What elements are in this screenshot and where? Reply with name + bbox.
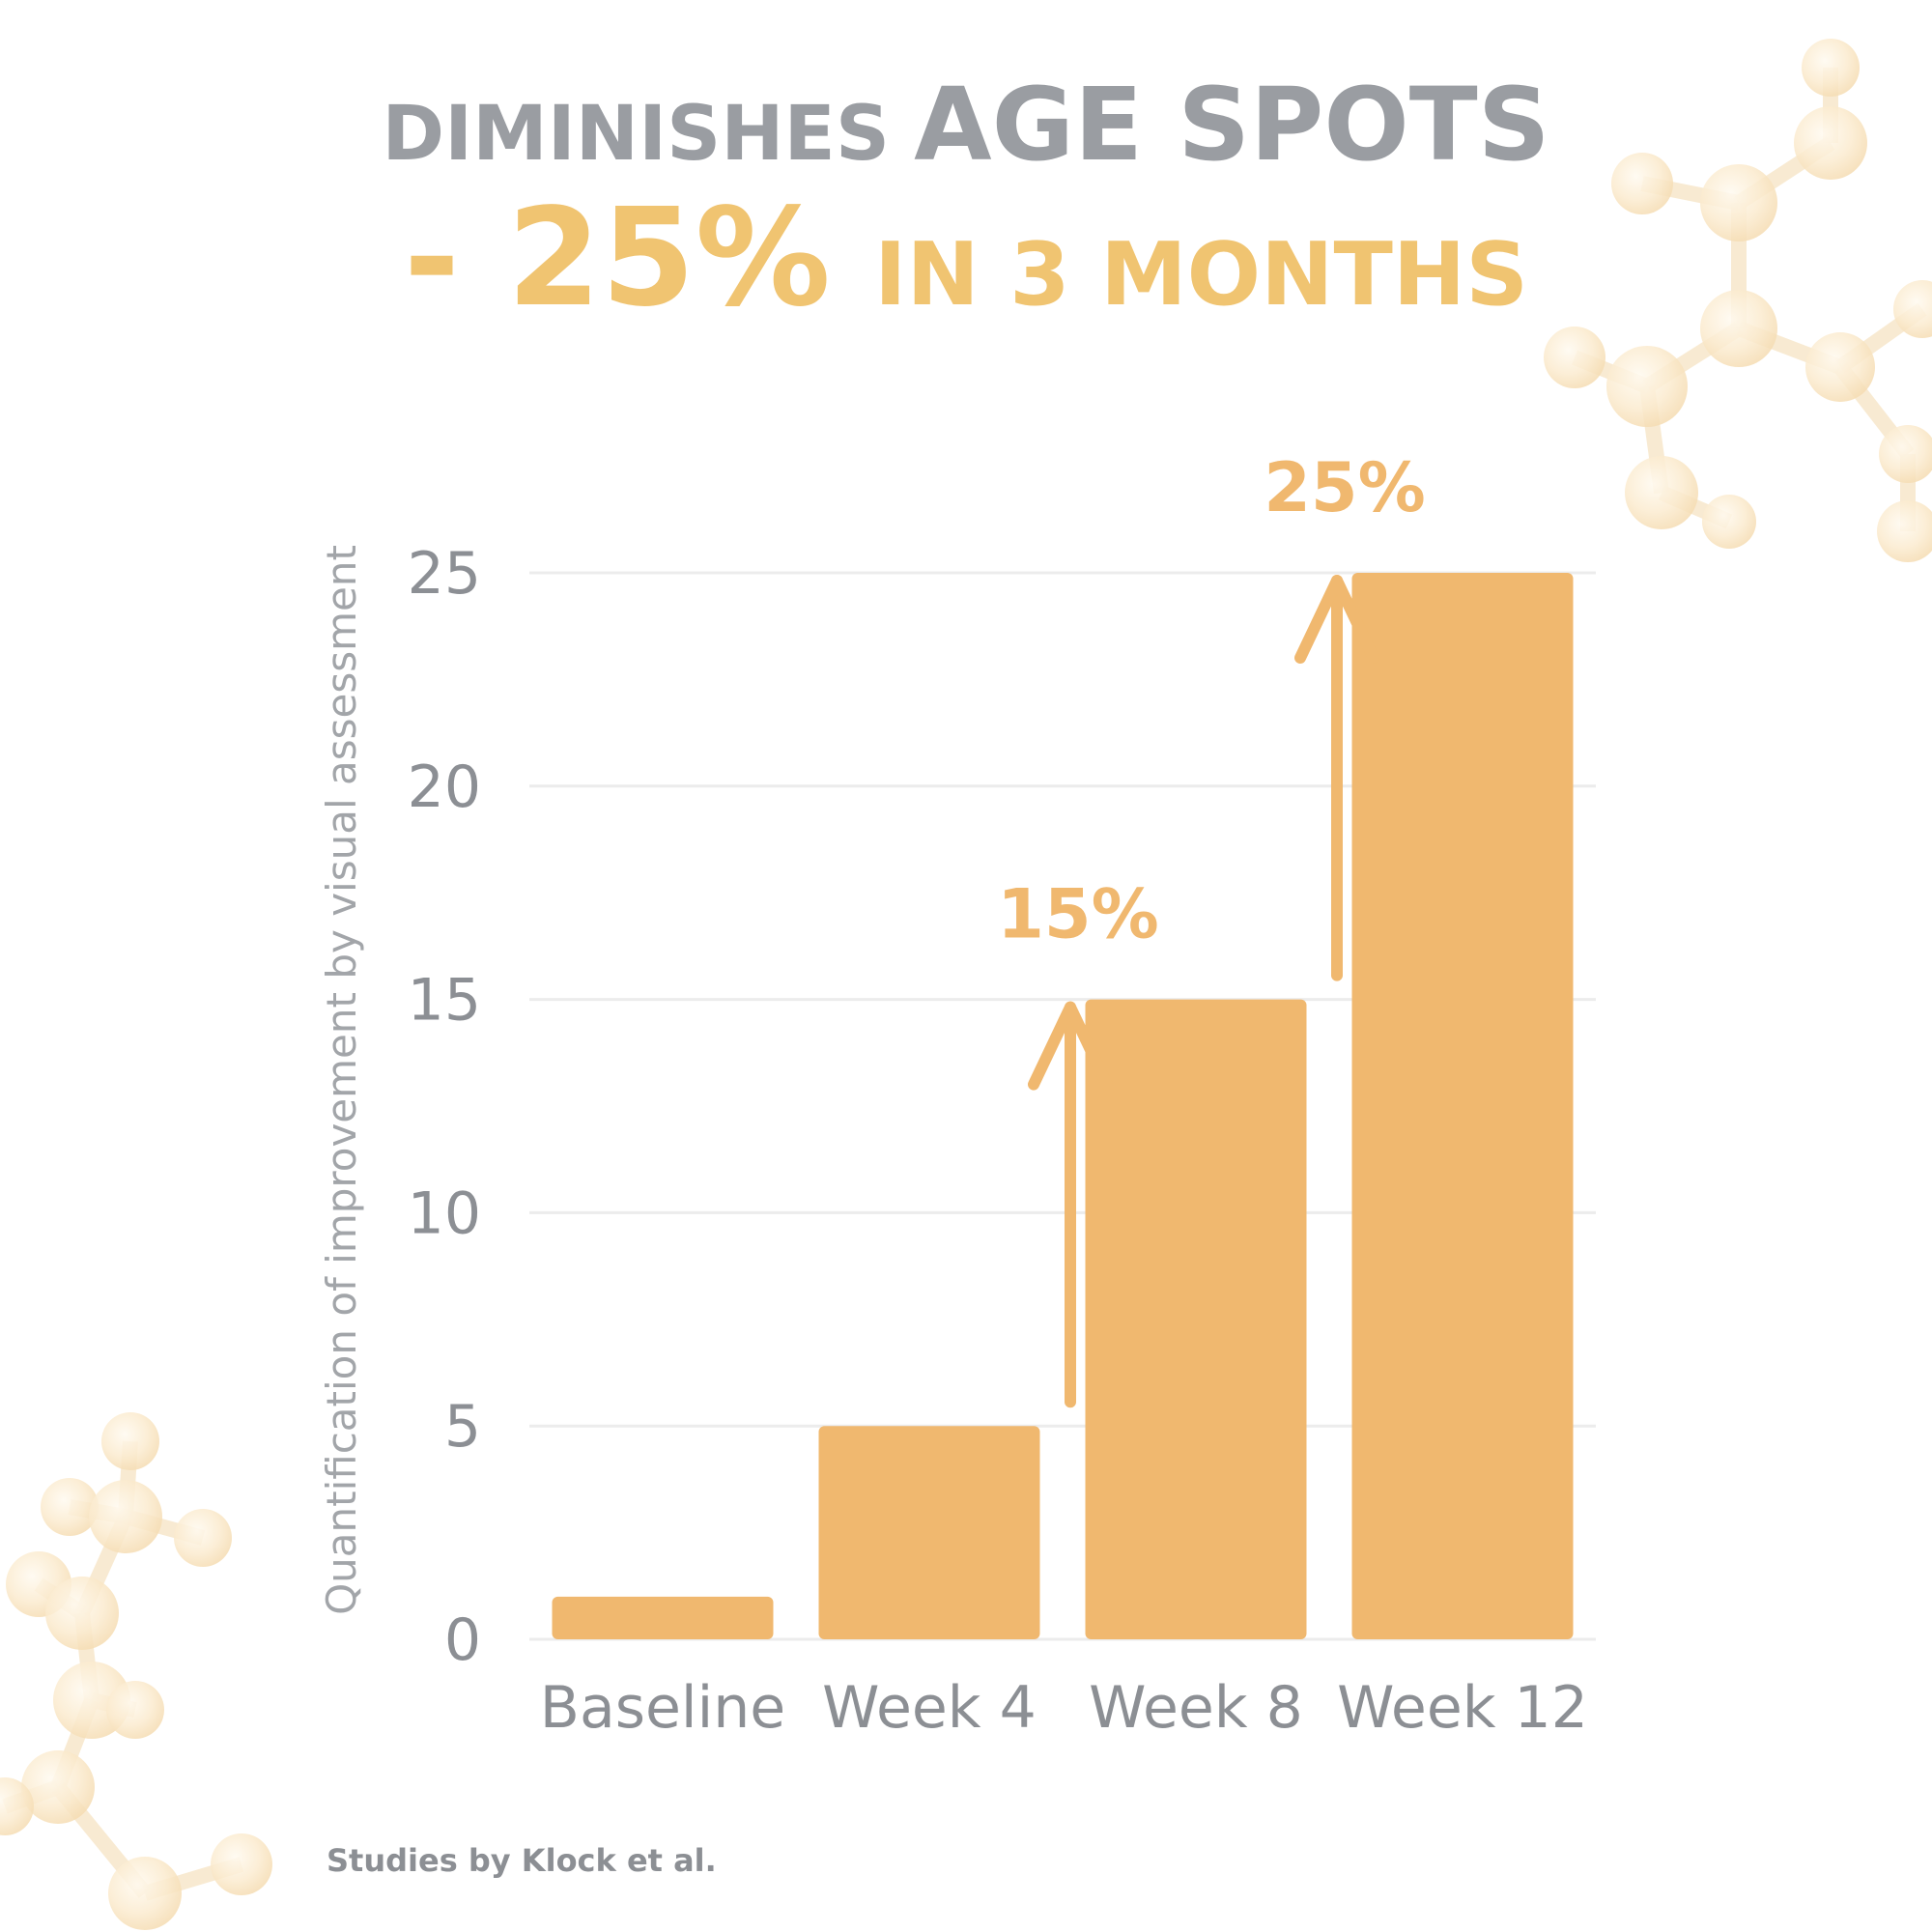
headline-small-text: DIMINISHES (382, 91, 890, 178)
headline-period: IN 3 MONTHS (874, 224, 1528, 326)
x-tick-label: Baseline (540, 1674, 785, 1742)
headline-line-2: - 25% IN 3 MONTHS (404, 180, 1528, 337)
x-tick-label: Week 4 (822, 1674, 1037, 1742)
annotation-label: 25% (1264, 448, 1426, 527)
headline-line-1: DIMINISHES AGE SPOTS (382, 66, 1549, 184)
y-axis-ticks: 0 5 10 15 20 25 (408, 540, 481, 1674)
headline-percent: - 25% (404, 180, 831, 337)
headline-large-text: AGE SPOTS (914, 66, 1549, 184)
annotation-label: 15% (997, 875, 1159, 954)
bar (818, 1426, 1040, 1639)
x-tick-label: Week 8 (1089, 1674, 1303, 1742)
annotations: 15% 25% (997, 448, 1426, 1408)
y-tick-label: 10 (408, 1179, 481, 1247)
y-tick-label: 0 (444, 1606, 481, 1674)
y-tick-label: 5 (444, 1393, 481, 1461)
x-tick-label: Week 12 (1337, 1674, 1588, 1742)
x-axis-labels: Baseline Week 4 Week 8 Week 12 (540, 1674, 1588, 1742)
bar (552, 1596, 774, 1639)
source-note: Studies by Klock et al. (327, 1842, 717, 1879)
bars (552, 573, 1574, 1639)
bar (1085, 999, 1307, 1639)
y-tick-label: 15 (408, 967, 481, 1035)
y-tick-label: 25 (408, 540, 481, 608)
arrow-up-icon (1028, 1001, 1113, 1091)
bar (1351, 573, 1574, 1639)
y-axis-label: Quantification of improvement by visual … (318, 545, 365, 1615)
molecule-icon (0, 39, 1932, 1930)
y-tick-label: 20 (408, 753, 481, 821)
arrow-up-icon (1294, 575, 1379, 664)
